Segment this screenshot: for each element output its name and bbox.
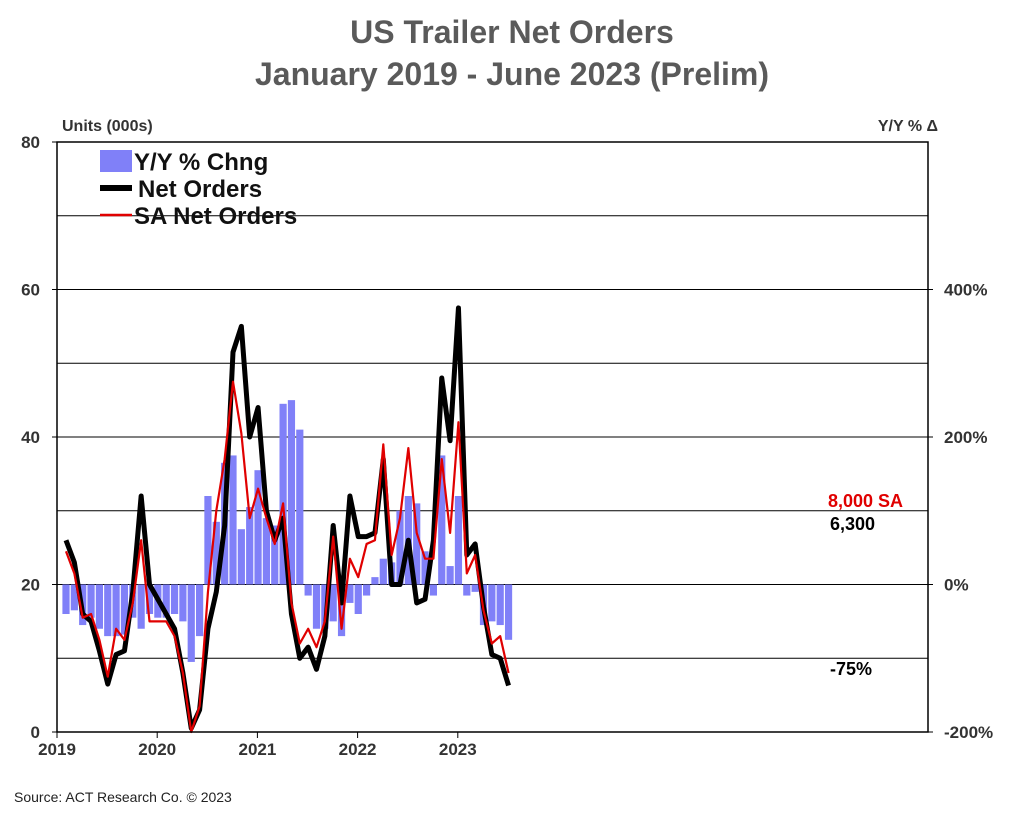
right-tick-label: -200% — [944, 723, 993, 742]
yoy-bar — [246, 507, 254, 585]
left-axis-label: Units (000s) — [62, 118, 153, 135]
yoy-bar — [454, 496, 463, 585]
legend-label-sa-net-orders: SA Net Orders — [134, 203, 297, 230]
right-tick-label: 0% — [944, 576, 969, 595]
yoy-bar — [229, 455, 237, 585]
yoy-bar — [87, 584, 95, 618]
yoy-bar — [104, 584, 112, 637]
yoy-bar — [329, 584, 337, 622]
yoy-bar — [162, 584, 170, 618]
yoy-bar — [463, 584, 471, 596]
yoy-bar — [312, 584, 321, 629]
annotation-yoy-last: -75% — [830, 659, 872, 679]
legend: Y/Y % Chng Net Orders SA Net Orders — [100, 149, 297, 230]
yoy-bar — [204, 496, 212, 585]
yoy-bar — [237, 529, 245, 585]
yoy-bar — [70, 584, 78, 611]
yoy-bar — [438, 455, 446, 585]
left-tick-label: 20 — [21, 576, 40, 595]
yoy-bar — [254, 470, 262, 585]
yoy-bar — [137, 584, 145, 629]
yoy-bar — [413, 503, 421, 585]
left-tick-label: 80 — [21, 133, 40, 152]
yoy-bar — [496, 584, 504, 626]
yoy-bar — [446, 566, 454, 585]
chart-title: US Trailer Net Orders — [350, 14, 674, 50]
legend-label-net-orders: Net Orders — [138, 176, 262, 203]
chart-subtitle: January 2019 - June 2023 (Prelim) — [254, 56, 770, 92]
yoy-bar — [95, 584, 103, 629]
yoy-bar — [346, 584, 354, 603]
yoy-bar — [504, 584, 513, 640]
left-tick-label: 40 — [21, 428, 40, 447]
yoy-bar — [271, 525, 279, 585]
yoy-bar — [337, 584, 346, 637]
yoy-bar — [196, 584, 204, 637]
annotation-net-last: 6,300 — [830, 514, 875, 534]
left-tick-label: 0 — [31, 723, 40, 742]
annotation-sa-last: 8,000 SA — [828, 491, 903, 511]
yoy-bar — [363, 584, 371, 596]
yoy-bar — [471, 584, 479, 592]
yoy-bar — [170, 584, 179, 614]
left-tick-label: 60 — [21, 281, 40, 300]
source-note: Source: ACT Research Co. © 2023 — [14, 789, 232, 805]
yoy-bar — [262, 518, 270, 585]
yoy-bar — [212, 521, 220, 585]
yoy-bar — [62, 584, 70, 614]
x-tick-label: 2022 — [339, 740, 377, 759]
yoy-bar — [279, 403, 287, 585]
yoy-bar — [304, 584, 312, 596]
yoy-bar — [371, 577, 379, 585]
yoy-bar — [112, 584, 120, 637]
axis-labels: 80 60 40 20 0 400% 200% 0% -200% 2019 2020 2021 2022… — [21, 133, 993, 759]
legend-label-yoy: Y/Y % Chng — [134, 149, 268, 176]
x-tick-label: 2019 — [38, 740, 76, 759]
yoy-bar — [429, 584, 437, 596]
yoy-bar — [287, 400, 296, 585]
right-axis-label: Y/Y % Δ — [878, 118, 938, 135]
yoy-bar — [296, 429, 304, 585]
legend-swatch-yoy — [100, 150, 132, 172]
sa-net-orders-line — [64, 380, 510, 734]
x-tick-label: 2020 — [138, 740, 176, 759]
yoy-bar — [187, 584, 195, 662]
x-tick-label: 2021 — [238, 740, 276, 759]
yoy-bar — [120, 584, 129, 635]
yoy-bar — [179, 584, 187, 622]
yoy-bar — [145, 584, 154, 614]
yoy-bar — [379, 558, 387, 585]
yoy-bar — [354, 584, 362, 614]
x-tick-label: 2023 — [439, 740, 477, 759]
yoy-bar — [488, 584, 496, 622]
right-tick-label: 400% — [944, 281, 987, 300]
yoy-bar — [396, 510, 404, 585]
right-tick-label: 200% — [944, 428, 987, 447]
yoy-bar — [421, 551, 429, 585]
